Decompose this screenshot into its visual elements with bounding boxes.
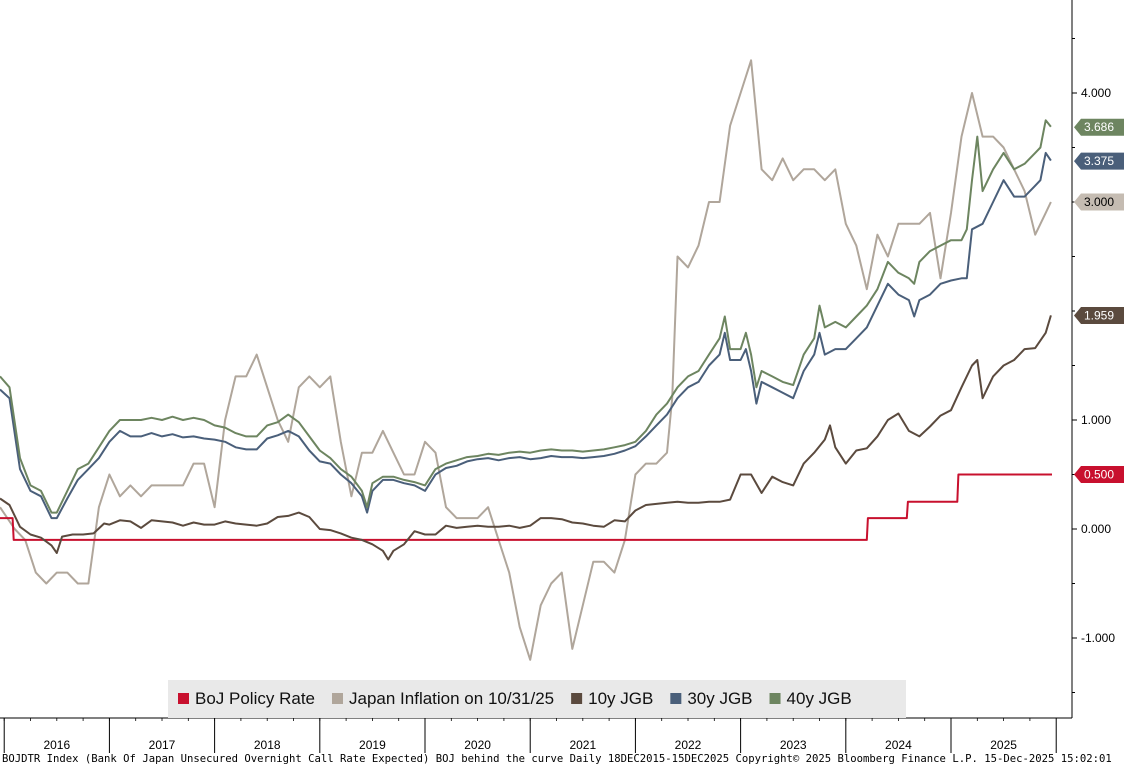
series-line-10y-jgb <box>0 315 1052 561</box>
legend-label: Japan Inflation on 10/31/25 <box>349 689 554 708</box>
legend-swatch <box>178 693 189 704</box>
x-axis: 2016 2017 2018 2019 2020 2021 2022 2023 2024 2025 <box>0 717 1072 753</box>
legend-swatch <box>332 693 343 704</box>
x-year-label: 2019 <box>359 738 386 752</box>
last-value-badge: 3.375 <box>1074 152 1124 170</box>
y-tick-label: 1.000 <box>1081 413 1111 427</box>
x-year-label: 2020 <box>464 738 491 752</box>
badge-value: 0.500 <box>1084 468 1114 482</box>
legend: BoJ Policy Rate Japan Inflation on 10/31/… <box>168 680 906 718</box>
series-line-40y-jgb <box>0 119 1052 514</box>
legend-item: Japan Inflation on 10/31/25 <box>332 689 554 708</box>
badge-shape <box>1074 152 1124 170</box>
x-year-label: 2017 <box>149 738 176 752</box>
legend-box <box>168 680 906 718</box>
series-lines <box>0 59 1052 661</box>
legend-item: BoJ Policy Rate <box>178 689 315 708</box>
legend-swatch <box>670 693 682 704</box>
x-year-label: 2025 <box>990 738 1017 752</box>
badge-value: 3.375 <box>1084 154 1114 168</box>
last-value-badge: 1.959 <box>1074 306 1124 324</box>
series-line-japan-inflation-on-10-31-25 <box>0 59 1052 661</box>
legend-label: 40y JGB <box>787 689 852 708</box>
series-line-boj-policy-rate <box>0 473 1052 541</box>
x-year-label: 2022 <box>675 738 702 752</box>
legend-item: 30y JGB <box>670 689 753 708</box>
badge-shape <box>1074 306 1124 324</box>
last-value-badge: 0.500 <box>1074 466 1124 483</box>
chart-footer: BOJDTR Index (Bank Of Japan Unsecured Ov… <box>2 753 1112 765</box>
badge-shape <box>1074 466 1124 483</box>
badge-shape <box>1074 118 1124 136</box>
x-year-label: 2024 <box>885 738 912 752</box>
badge-value: 3.686 <box>1084 120 1114 134</box>
legend-item: 40y JGB <box>769 689 852 708</box>
y-tick-label: 0.000 <box>1081 522 1111 536</box>
legend-label: 10y JGB <box>588 689 653 708</box>
legend-swatch <box>571 693 583 704</box>
badge-value: 3.000 <box>1084 195 1114 209</box>
y-tick-label: 4.000 <box>1081 86 1111 100</box>
legend-label: BoJ Policy Rate <box>195 689 315 708</box>
last-value-badge: 3.686 <box>1074 118 1124 136</box>
y-tick-label: -1.000 <box>1081 631 1115 645</box>
x-year-label: 2018 <box>254 738 281 752</box>
badge-value: 1.959 <box>1084 308 1114 322</box>
y-axis: 4.000 1.000 0.000 -1.000 <box>1071 0 1115 718</box>
legend-label: 30y JGB <box>687 689 752 708</box>
legend-item: 10y JGB <box>571 689 653 708</box>
last-value-badges: 0.500 3.000 1.959 3.375 3.686 <box>1074 118 1124 483</box>
series-line-30y-jgb <box>0 151 1052 520</box>
legend-swatch <box>769 693 781 704</box>
x-year-label: 2016 <box>43 738 70 752</box>
x-year-label: 2023 <box>780 738 807 752</box>
x-year-label: 2021 <box>569 738 596 752</box>
last-value-badge: 3.000 <box>1074 193 1124 211</box>
badge-shape <box>1074 193 1124 211</box>
